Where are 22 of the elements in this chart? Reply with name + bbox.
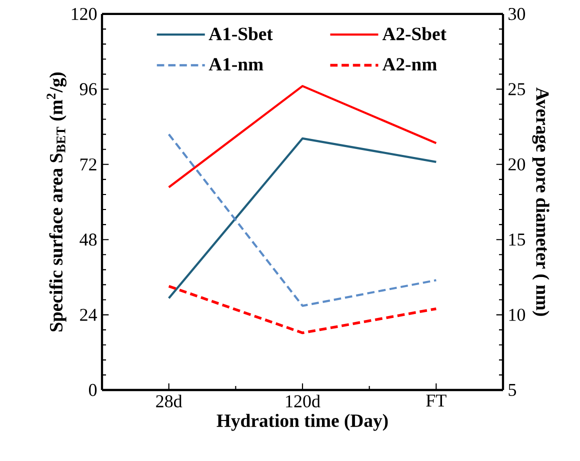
y2-tick-label: 5 (508, 384, 516, 396)
y2-tick-label: 15 (509, 234, 526, 246)
y-axis-title: Specific surface area S$_{BET}$ (m$^{2}$/g) (46, 72, 66, 332)
legend-label: A2-Sbet (382, 27, 446, 40)
x-axis-title: Hydration time (Day) (216, 414, 388, 431)
y-tick-label: 0 (88, 384, 97, 396)
y-tick-label: 72 (80, 158, 96, 170)
legend-label: A1-Sbet (208, 27, 273, 40)
y2-axis-title: Average pore diameter ( nm) (532, 87, 550, 316)
y-tick-label: 120 (72, 8, 97, 20)
legend-label: A1-nm (208, 58, 264, 70)
y2-tick-label: 25 (508, 83, 526, 96)
y-tick-label: 96 (80, 83, 97, 96)
y-tick-label: 48 (80, 234, 97, 246)
legend-label: A2-nm (382, 58, 437, 70)
y-tick-label: 24 (80, 308, 98, 321)
y2-tick-label: 30 (508, 8, 526, 20)
x-tick-label: 120d (286, 394, 320, 408)
x-tick-label: 28d (156, 394, 182, 408)
y2-tick-label: 10 (509, 308, 526, 321)
x-tick-label: FT (426, 394, 446, 406)
y2-tick-label: 20 (508, 158, 526, 170)
